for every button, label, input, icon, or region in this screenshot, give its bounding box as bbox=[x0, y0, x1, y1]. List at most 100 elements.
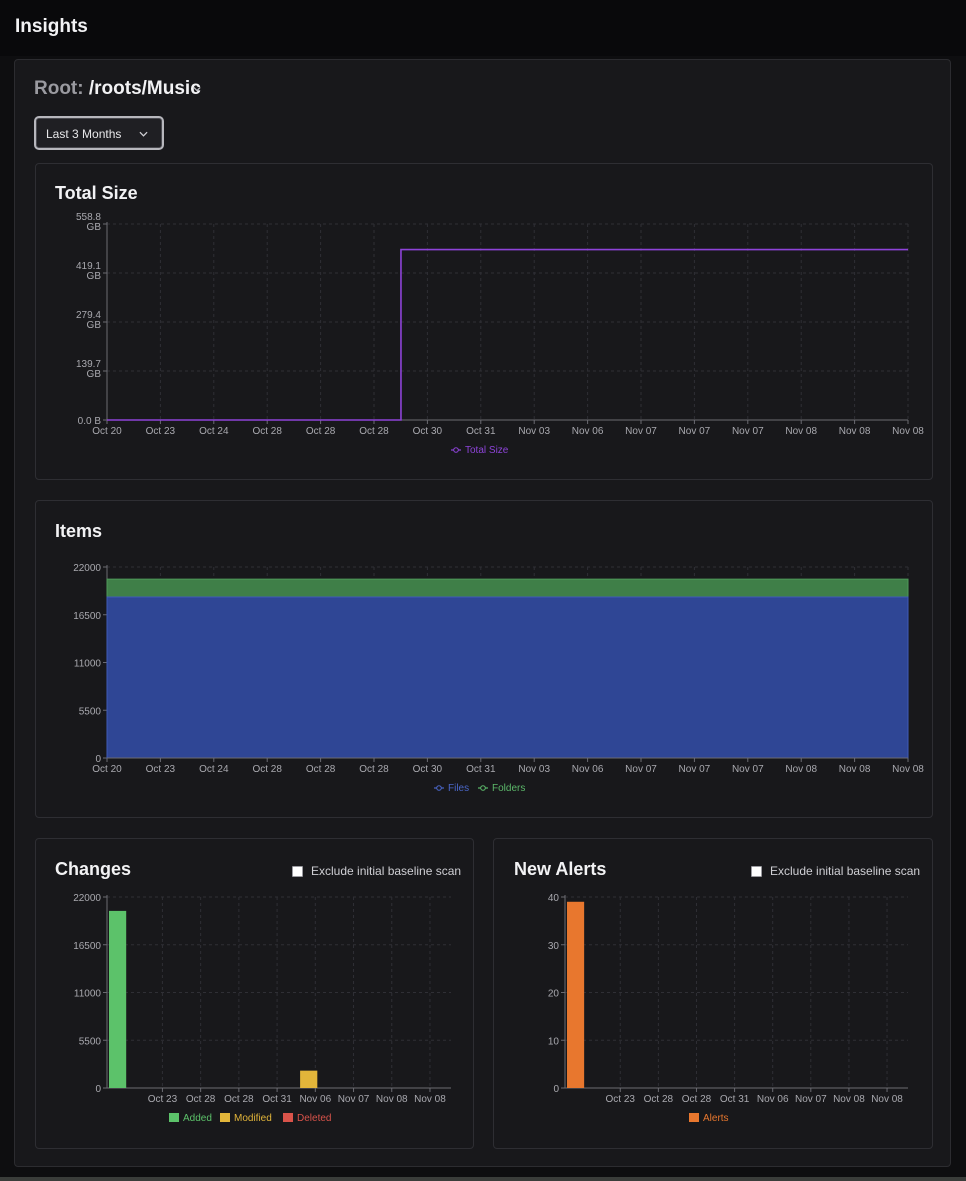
top-bar: Insights bbox=[0, 0, 966, 56]
y-tick-label: 0 bbox=[553, 1084, 559, 1095]
x-tick-label: Nov 07 bbox=[625, 426, 657, 437]
legend-label-alerts: Alerts bbox=[703, 1113, 729, 1124]
x-tick-label: Nov 08 bbox=[871, 1094, 903, 1105]
y-tick-label: 0.0 B bbox=[78, 416, 102, 427]
x-tick-label: Oct 28 bbox=[644, 1094, 674, 1105]
alerts-exclude-baseline-checkbox[interactable]: Exclude initial baseline scan bbox=[751, 864, 920, 878]
root-selector[interactable]: Root: /roots/Music bbox=[34, 78, 201, 100]
alerts-chart: 40 30 20 10 0 Oct 23 Oct 28 Oct 28 Oct 31 Nov 06 N… bbox=[548, 893, 908, 1124]
alerts-card bbox=[493, 838, 933, 1149]
x-tick-label: Oct 28 bbox=[186, 1094, 216, 1105]
x-tick-label: Oct 24 bbox=[199, 426, 229, 437]
x-tick-label: Oct 20 bbox=[92, 764, 122, 775]
x-tick-label: Oct 28 bbox=[306, 426, 336, 437]
x-tick-label: Nov 07 bbox=[338, 1094, 370, 1105]
legend-marker-dot bbox=[480, 785, 486, 791]
y-tick-label: 0 bbox=[95, 754, 101, 765]
checkbox-label: Exclude initial baseline scan bbox=[770, 864, 921, 878]
x-tick-label: Nov 08 bbox=[414, 1094, 446, 1105]
x-tick-label: Oct 31 bbox=[262, 1094, 292, 1105]
x-tick-label: Nov 03 bbox=[518, 426, 550, 437]
checkbox-box[interactable] bbox=[751, 865, 762, 877]
x-tick-label: Oct 23 bbox=[146, 764, 176, 775]
y-tick-label: 10 bbox=[548, 1036, 560, 1047]
checkbox-box[interactable] bbox=[292, 865, 303, 877]
y-tick-label: 139.7 GB bbox=[76, 359, 101, 380]
y-tick-label: 40 bbox=[548, 893, 560, 904]
x-tick-label: Oct 23 bbox=[606, 1094, 636, 1105]
x-tick-label: Oct 23 bbox=[148, 1094, 178, 1105]
changes-card bbox=[35, 838, 474, 1149]
x-tick-label: Nov 07 bbox=[795, 1094, 827, 1105]
chevron-down-icon[interactable] bbox=[193, 85, 201, 93]
x-tick-label: Nov 06 bbox=[299, 1094, 331, 1105]
legend-label-files: Files bbox=[448, 783, 469, 794]
legend-label-modified: Modified bbox=[234, 1113, 272, 1124]
legend-label-total-size: Total Size bbox=[465, 445, 509, 456]
x-tick-label: Oct 28 bbox=[359, 764, 389, 775]
bar-modified bbox=[300, 1070, 318, 1088]
legend-label-deleted: Deleted bbox=[297, 1113, 331, 1124]
area-folders bbox=[106, 578, 909, 598]
x-tick-label: Oct 31 bbox=[466, 426, 496, 437]
legend-swatch-modified bbox=[220, 1113, 230, 1122]
x-tick-label: Oct 28 bbox=[252, 764, 282, 775]
changes-title: Changes bbox=[55, 859, 132, 879]
y-tick-label: 0 bbox=[95, 1084, 101, 1095]
legend-marker-dot bbox=[453, 447, 459, 453]
x-tick-label: Nov 03 bbox=[518, 764, 550, 775]
legend-swatch-deleted bbox=[283, 1113, 293, 1122]
x-tick-label: Oct 28 bbox=[224, 1094, 254, 1105]
bar-alerts bbox=[567, 901, 585, 1088]
x-tick-label: Oct 28 bbox=[306, 764, 336, 775]
x-tick-label: Nov 07 bbox=[625, 764, 657, 775]
x-tick-label: Oct 28 bbox=[682, 1094, 712, 1105]
x-tick-label: Oct 28 bbox=[359, 426, 389, 437]
x-tick-label: Oct 30 bbox=[413, 764, 443, 775]
legend-label-added: Added bbox=[183, 1113, 212, 1124]
legend-label-folders: Folders bbox=[492, 783, 525, 794]
date-range-select[interactable]: Last 3 Months bbox=[34, 116, 164, 150]
checkbox-label: Exclude initial baseline scan bbox=[311, 864, 462, 878]
y-tick-label: 22000 bbox=[73, 563, 101, 574]
total-size-title: Total Size bbox=[55, 183, 138, 203]
x-tick-label: Nov 06 bbox=[572, 426, 604, 437]
y-tick-label: 419.1 GB bbox=[76, 261, 101, 282]
chevron-down-icon bbox=[139, 131, 148, 137]
legend-marker-dot bbox=[436, 785, 442, 791]
items-title: Items bbox=[55, 521, 103, 541]
x-tick-label: Nov 08 bbox=[785, 426, 817, 437]
y-tick-label: 16500 bbox=[73, 941, 101, 952]
x-tick-label: Oct 24 bbox=[199, 764, 229, 775]
x-tick-label: Nov 07 bbox=[732, 764, 764, 775]
bottom-edge bbox=[0, 1177, 966, 1181]
x-tick-label: Nov 08 bbox=[785, 764, 817, 775]
x-tick-label: Nov 08 bbox=[376, 1094, 408, 1105]
x-tick-label: Nov 08 bbox=[892, 764, 924, 775]
x-tick-label: Nov 08 bbox=[892, 426, 924, 437]
x-tick-label: Oct 30 bbox=[413, 426, 443, 437]
x-tick-label: Nov 08 bbox=[839, 764, 871, 775]
y-tick-label: 22000 bbox=[73, 893, 101, 904]
root-label: Root: bbox=[34, 78, 84, 99]
root-path: /roots/Music bbox=[88, 78, 201, 99]
alerts-title: New Alerts bbox=[514, 859, 607, 879]
legend-swatch-added bbox=[169, 1113, 179, 1122]
y-tick-label: 30 bbox=[548, 941, 560, 952]
y-tick-label: 16500 bbox=[73, 611, 101, 622]
y-tick-label: 11000 bbox=[74, 989, 102, 1000]
y-tick-label: 5500 bbox=[79, 706, 102, 717]
y-tick-label: 11000 bbox=[74, 659, 102, 670]
y-tick-label: 5500 bbox=[79, 1036, 102, 1047]
x-tick-label: Nov 07 bbox=[732, 426, 764, 437]
x-tick-label: Oct 28 bbox=[252, 426, 282, 437]
series-line-total-size bbox=[107, 248, 908, 421]
changes-exclude-baseline-checkbox[interactable]: Exclude initial baseline scan bbox=[292, 864, 461, 878]
page-title: Insights bbox=[15, 16, 88, 37]
y-tick-label: 279.4 GB bbox=[76, 310, 101, 331]
x-tick-label: Oct 23 bbox=[146, 426, 176, 437]
x-tick-label: Oct 31 bbox=[720, 1094, 750, 1105]
x-tick-label: Nov 08 bbox=[839, 426, 871, 437]
